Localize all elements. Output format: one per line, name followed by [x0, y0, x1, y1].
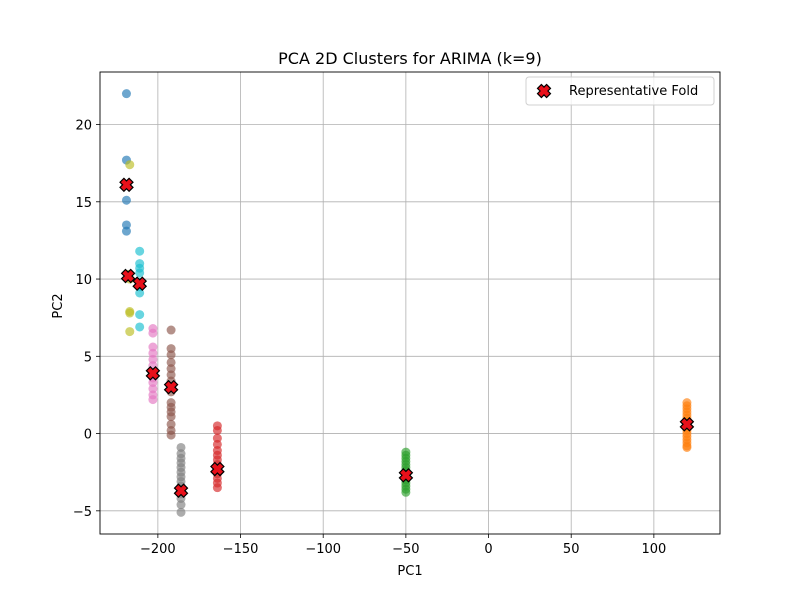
legend-label: Representative Fold — [569, 84, 698, 99]
cluster-5-point — [148, 348, 158, 358]
y-tick-label: 10 — [75, 273, 92, 288]
representative-fold-marker — [145, 365, 161, 381]
representative-fold-marker — [132, 276, 148, 292]
cluster-4-point — [166, 370, 176, 380]
cluster-5-point — [148, 354, 158, 364]
x-tick-label: −50 — [392, 542, 419, 557]
cluster-6-point — [176, 500, 186, 510]
cluster-3-point — [212, 425, 222, 435]
representative-fold-marker — [173, 483, 189, 499]
cluster-6-point — [176, 507, 186, 517]
representative-fold-marker — [210, 461, 225, 477]
y-axis-label: PC2 — [51, 293, 66, 318]
cluster-0-point — [121, 89, 131, 99]
legend-box — [525, 76, 715, 106]
legend-representative-marker — [536, 83, 552, 99]
cluster-8-point — [135, 310, 145, 320]
axes — [96, 71, 721, 538]
x-tick-label: −200 — [140, 542, 176, 557]
cluster-7-point — [125, 308, 135, 318]
x-axis-label: PC1 — [397, 564, 422, 579]
representative-fold-marker — [163, 379, 179, 395]
cluster-8-point — [135, 322, 145, 332]
cluster-4-point — [166, 412, 176, 422]
cluster-6-point — [176, 442, 186, 452]
representative-fold-marker — [119, 177, 134, 193]
y-tick-label: 5 — [84, 350, 92, 365]
cluster-8-point — [135, 268, 145, 278]
cluster-3-point — [212, 439, 222, 449]
y-tick-label: 20 — [75, 119, 92, 134]
x-tick-label: −100 — [305, 542, 341, 557]
cluster-2-point — [401, 487, 411, 497]
cluster-8-point — [135, 246, 145, 256]
x-tick-label: −150 — [223, 542, 259, 557]
cluster-5-point — [148, 378, 158, 388]
cluster-4-point — [166, 430, 176, 440]
cluster-5-point — [148, 342, 158, 352]
cluster-3-point — [212, 433, 222, 443]
y-tick-label: −5 — [73, 505, 92, 520]
x-tick-label: 0 — [484, 542, 492, 557]
legend-representative-icon — [536, 83, 552, 99]
cluster-5-point — [148, 384, 158, 394]
cluster-5-point — [148, 395, 158, 405]
cluster-4-point — [166, 344, 176, 354]
plot-frame — [99, 71, 721, 535]
x-tick-label: 50 — [563, 542, 580, 557]
cluster-3-point — [212, 483, 222, 493]
cluster-4-point — [166, 419, 176, 429]
cluster-0-point — [121, 226, 131, 236]
cluster-1-point — [682, 442, 692, 452]
cluster-7-point — [125, 160, 135, 170]
y-tick-label: 0 — [84, 428, 92, 443]
cluster-4-point — [166, 357, 176, 367]
y-tick-label: 15 — [75, 196, 92, 211]
cluster-4-point — [166, 364, 176, 374]
representative-fold-marker — [398, 467, 414, 483]
cluster-0-point — [121, 195, 131, 205]
grid-lines — [100, 72, 720, 534]
x-tick-label: 100 — [641, 542, 666, 557]
cluster-4-point — [166, 325, 176, 335]
legend: Representative Fold — [525, 76, 715, 106]
cluster-4-point — [166, 350, 176, 360]
cluster-0-point — [121, 220, 131, 230]
cluster-points — [121, 89, 692, 517]
representative-fold-marker — [120, 268, 136, 284]
cluster-5-point — [148, 328, 158, 338]
chart-title: PCA 2D Clusters for ARIMA (k=9) — [278, 49, 542, 68]
representative-markers — [119, 177, 695, 499]
cluster-7-point — [125, 327, 135, 337]
representative-fold-marker — [679, 416, 695, 432]
